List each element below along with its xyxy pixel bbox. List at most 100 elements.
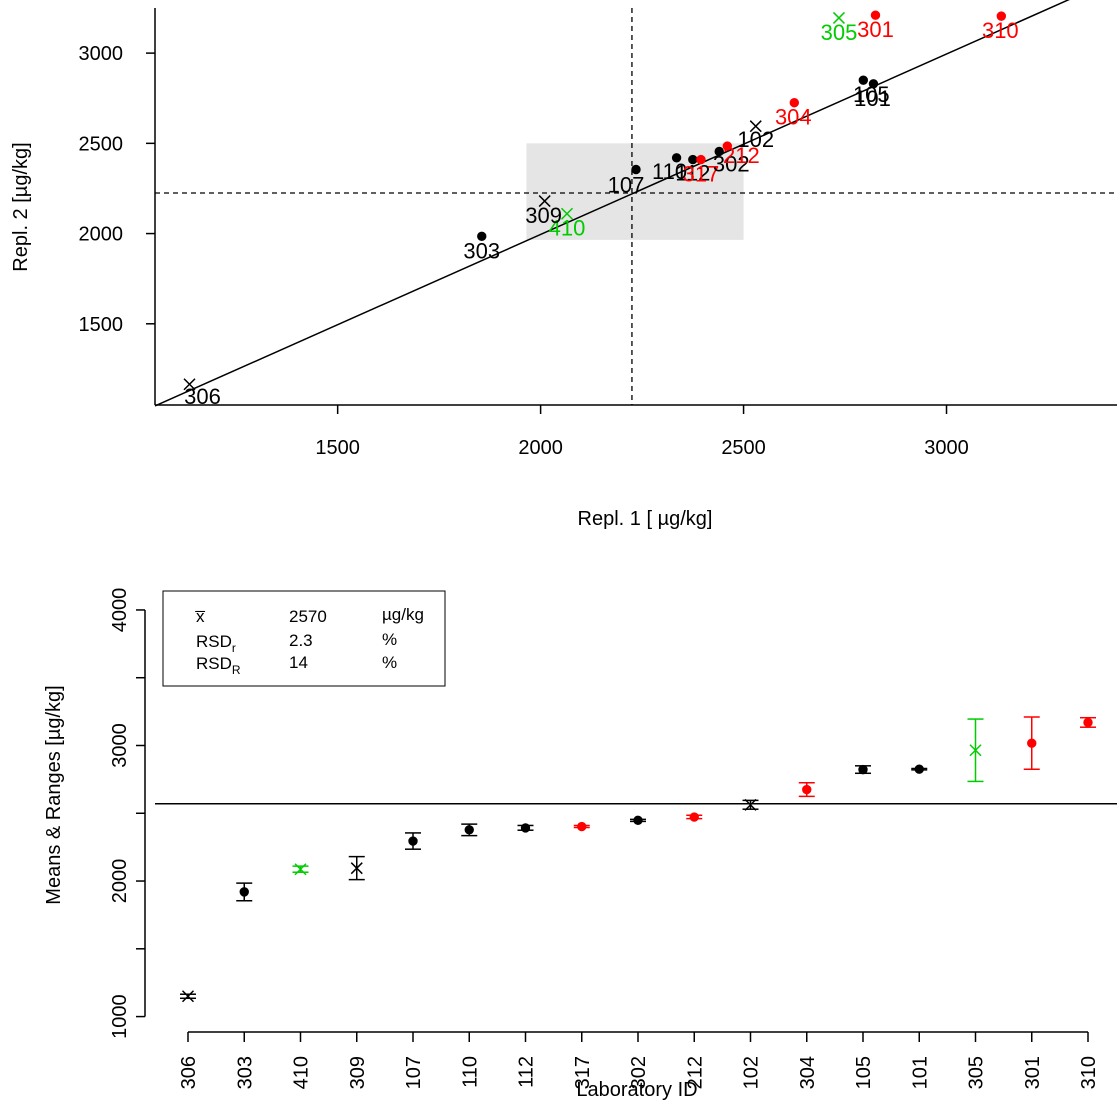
lab-tick-label-303: 303 [234,1056,256,1089]
legend-rsdr-value: 2.3 [289,631,313,650]
point-label-304: 304 [775,105,812,130]
lab-mean-point-410 [294,863,307,876]
y-tick-label-1000: 1000 [109,994,131,1039]
point-label-110: 110 [652,159,687,184]
x-tick-label-2500: 2500 [721,437,766,459]
lab-tick-label-107: 107 [403,1056,425,1089]
legend-rsdR-subscript: R [232,663,241,677]
lab-tick-label-102: 102 [741,1056,763,1089]
legend-rsdr-main: RSD [196,632,232,651]
replicate-point-107 [631,164,641,175]
point-label-305: 305 [821,20,858,45]
legend-rsdr-unit: % [382,630,397,649]
identity-line [154,0,1070,407]
legend-rsdR-main: RSD [196,654,232,673]
lab-tick-label-309: 309 [347,1056,369,1089]
point-label-301: 301 [857,17,894,42]
replicate-scatter-plot: 3063034103091071101123173022121023041051… [10,0,1117,530]
x-axis-label: Laboratory ID [576,1079,697,1101]
y-tick-label-2000: 2000 [109,859,131,904]
replicate-point-102 [749,120,762,133]
legend-rsdr-subscript: r [232,641,236,655]
replicate-point-105 [858,75,869,85]
lab-tick-label-212: 212 [684,1056,706,1089]
legend-rsdR-value: 14 [289,653,308,672]
lab-mean-point-306 [181,990,195,1003]
lab-tick-label-105: 105 [853,1056,875,1089]
lab-tick-label-101: 101 [909,1056,931,1089]
lab-id-ticks: 306 303 410 309 107 110 112 317 302 212 102 304 105 1… [178,1031,1100,1089]
lab-mean-point-110 [464,825,474,835]
lab-mean-point-304 [802,784,812,795]
y-tick-label-1500: 1500 [79,314,124,336]
replicate-point-301 [870,10,881,20]
point-label-105: 105 [853,82,890,107]
means-ranges-plot: 1000 2000 3000 4000 306 303 410 309 107 110 112 31… [43,588,1117,1101]
y-tick-label-2000: 2000 [79,224,124,246]
lab-mean-point-310 [1083,717,1093,728]
point-label-107: 107 [608,173,645,198]
lab-tick-label-301: 301 [1022,1056,1044,1089]
legend-rsdR-unit: % [382,653,397,672]
point-label-112: 112 [675,161,710,186]
point-label-410: 410 [549,216,586,241]
point-label-310: 310 [982,18,1019,43]
y-axis-ticks: 1000 2000 3000 4000 [109,588,145,1039]
point-label-212: 212 [723,143,760,168]
x-axis-ticks: 1500 2000 2500 3000 [315,405,969,459]
replicate-point-110 [671,153,682,163]
replicate-point-101 [868,79,879,89]
lab-tick-label-110: 110 [459,1056,481,1088]
point-label-317: 317 [683,162,720,187]
lab-tick-label-310: 310 [1078,1056,1100,1089]
legend-rsdr-symbol: RSDr [196,632,236,655]
x-tick-label-2000: 2000 [518,437,563,459]
replicate-points [183,10,1007,391]
y-tick-label-2500: 2500 [79,133,124,155]
lab-mean-point-212 [689,812,699,822]
legend-mean-symbol: x̅ [195,607,205,626]
point-label-309: 309 [525,203,562,228]
point-label-303: 303 [463,238,500,263]
replicate-point-302 [714,146,724,157]
legend-mean-unit: µg/kg [382,605,424,624]
lab-mean-point-102 [744,798,757,811]
lab-mean-point-105 [858,764,868,775]
lab-mean-point-317 [577,821,587,832]
replicate-point-317 [696,154,706,165]
point-label-302: 302 [713,151,750,176]
replicate-point-410 [560,207,574,220]
lab-mean-point-107 [408,836,418,846]
lab-mean-point-309 [350,862,363,875]
lab-mean-point-305 [969,744,982,757]
y-axis-ticks: 1500 2000 2500 3000 [79,43,155,336]
legend-mean-value: 2570 [289,607,327,626]
y-axis-label: Means & Ranges [µg/kg] [43,685,65,904]
legend-rsdR-symbol: RSDR [196,654,241,677]
lab-mean-point-112 [520,823,531,833]
point-label-102: 102 [737,127,774,152]
replicate-point-305 [832,11,845,24]
replicate-point-303 [477,231,487,241]
lab-mean-point-101 [914,764,924,774]
y-tick-label-3000: 3000 [79,43,124,65]
lab-tick-label-306: 306 [178,1056,200,1089]
replicate-point-212 [722,141,733,151]
legend-box [162,590,446,687]
y-axis-label: Repl. 2 [µg/kg] [10,142,32,271]
consensus-region-box [526,143,744,240]
replicate-point-306 [183,378,196,391]
lab-mean-point-302 [633,815,643,826]
lab-tick-label-302: 302 [628,1056,650,1089]
y-tick-label-3000: 3000 [109,723,131,768]
replicate-point-310 [996,11,1007,21]
statistics-legend: x̅ 2570 µg/kg RSDr 2.3 % RSDR 14 % [162,590,446,687]
point-label-101: 101 [854,86,891,111]
lab-point-labels: 3063034103091071101123173022121023041051… [184,17,1019,409]
lab-mean-points [181,717,1093,1003]
replicate-point-309 [538,195,551,208]
lab-tick-label-410: 410 [291,1056,313,1089]
lab-tick-label-317: 317 [572,1056,594,1089]
